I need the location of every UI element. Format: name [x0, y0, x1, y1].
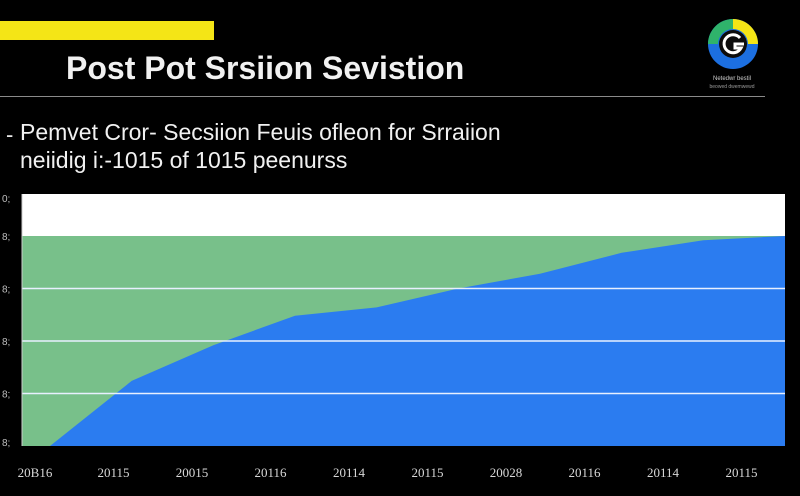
area-chart: 0; 8; 8; 8; 8; 8; 20B16 20115 20015 20116 20114 201… — [2, 194, 785, 480]
y-tick-label-0: 0; — [2, 194, 10, 205]
slide-title: Post Pot Srsiion Sevistion — [66, 50, 465, 86]
subtitle: Pemvet Cror- Secsiion Feuis ofleon for S… — [20, 118, 720, 174]
y-tick-label-4: 8; — [2, 390, 10, 401]
y-tick-label-1: 8; — [2, 232, 10, 243]
bullet-icon: - — [6, 122, 14, 147]
x-tick-label-3: 20116 — [254, 465, 287, 480]
x-tick-label-9: 20115 — [725, 465, 757, 480]
x-tick-label-4: 20114 — [333, 465, 366, 480]
x-tick-label-8: 20114 — [647, 465, 680, 480]
x-tick-label-7: 20116 — [568, 465, 601, 480]
y-tick-label-5: 8; — [2, 438, 10, 449]
logo-text: Netedwr bestil — [712, 76, 751, 82]
y-tick-label-3: 8; — [2, 337, 10, 348]
subtitle-line-1: Pemvet Cror- Secsiion Feuis ofleon for S… — [20, 119, 501, 145]
x-tick-label-1: 20115 — [97, 465, 129, 480]
x-tick-label-2: 20015 — [176, 465, 209, 480]
x-tick-label-5: 20115 — [411, 465, 443, 480]
logo-subtext: beowed dwemwewd — [709, 84, 755, 90]
x-tick-label-0: 20B16 — [18, 465, 53, 480]
x-tick-label-6: 20028 — [490, 465, 523, 480]
y-tick-label-2: 8; — [2, 285, 10, 296]
logo-icon — [708, 19, 758, 69]
subtitle-line-2: neiidig i:-1015 of 1015 peenurss — [20, 147, 348, 173]
accent-bar — [0, 21, 214, 40]
title-divider — [0, 96, 765, 97]
